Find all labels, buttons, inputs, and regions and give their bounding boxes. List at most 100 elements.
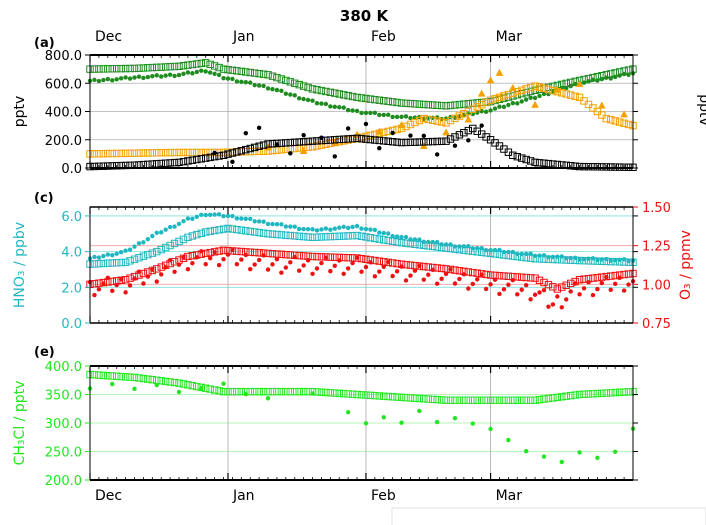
marker-dot: [199, 212, 204, 218]
marker-open-square: [371, 136, 379, 144]
marker-open-square: [544, 394, 553, 403]
marker-open-square: [237, 247, 246, 256]
marker-dot: [141, 75, 146, 81]
marker-open-square: [584, 163, 593, 171]
marker-dot: [532, 292, 538, 297]
y-axis-label-left: HNO₃ / ppbv: [12, 222, 28, 308]
marker-open-square: [282, 231, 290, 239]
marker-open-square: [620, 119, 628, 127]
series-red-filled-dot: [87, 247, 636, 310]
marker-dot: [194, 255, 200, 260]
marker-open-square: [130, 64, 139, 73]
marker-open-square: [188, 148, 197, 157]
bottom-month-label-feb: Feb: [371, 488, 396, 504]
marker-dot: [399, 264, 404, 269]
marker-open-square: [575, 162, 584, 171]
marker-dot: [207, 256, 213, 261]
marker-open-square: [135, 374, 143, 382]
series-orange-open-square: [86, 82, 637, 158]
marker-dot: [448, 267, 453, 272]
marker-open-square: [433, 117, 441, 125]
marker-open-square: [126, 257, 134, 265]
marker-dot: [470, 246, 475, 251]
marker-dot: [301, 226, 306, 232]
marker-open-square: [184, 381, 192, 389]
marker-open-square: [224, 150, 232, 158]
marker-open-square: [406, 394, 415, 402]
marker-open-square: [477, 270, 486, 278]
series-black-open-square: [86, 124, 637, 171]
marker-open-square: [424, 101, 432, 109]
marker-dot: [337, 225, 342, 230]
marker-dot: [550, 254, 556, 260]
marker-dot: [621, 71, 627, 77]
marker-dot: [386, 231, 391, 236]
marker-open-square: [526, 87, 535, 96]
marker-dot: [199, 68, 204, 73]
series-cyan-filled-dot: [87, 212, 636, 264]
marker-open-square: [202, 148, 210, 157]
marker-triangle: [299, 147, 308, 155]
marker-dot: [443, 242, 449, 247]
marker-open-square: [477, 98, 486, 107]
marker-open-square: [339, 253, 348, 262]
marker-dot: [586, 280, 591, 285]
marker-open-square: [420, 100, 428, 109]
marker-open-square: [371, 95, 379, 104]
marker-dot: [515, 251, 520, 257]
marker-open-square: [397, 99, 406, 107]
marker-dot: [626, 258, 631, 264]
marker-open-square: [397, 238, 406, 247]
marker-dot: [568, 255, 573, 261]
marker-dot: [523, 97, 529, 102]
marker-open-square: [104, 259, 112, 267]
marker-open-square: [500, 92, 508, 100]
marker-dot: [167, 72, 173, 77]
marker-open-square: [148, 63, 157, 72]
marker-open-square: [148, 149, 157, 157]
marker-open-square: [135, 149, 143, 157]
marker-dot: [568, 83, 573, 89]
marker-dot: [599, 257, 605, 262]
marker-open-square: [326, 389, 335, 397]
marker-open-square: [598, 163, 606, 171]
marker-open-square: [90, 150, 99, 158]
marker-open-square: [144, 149, 152, 157]
marker-dot: [150, 233, 155, 239]
marker-open-square: [317, 233, 326, 241]
marker-open-square: [99, 371, 108, 380]
marker-dot: [185, 70, 191, 75]
marker-dot: [337, 105, 342, 110]
marker-open-square: [357, 391, 366, 399]
marker-dot: [604, 256, 609, 262]
marker-open-square: [518, 273, 526, 281]
marker-open-square: [326, 232, 335, 241]
marker-dot: [377, 269, 382, 274]
marker-open-square: [362, 233, 370, 241]
marker-open-square: [126, 373, 134, 381]
marker-open-square: [362, 391, 370, 399]
marker-dot: [136, 269, 142, 274]
marker-dot: [368, 260, 373, 265]
marker-open-square: [193, 155, 201, 164]
marker-dot: [394, 114, 400, 120]
marker-open-square: [424, 395, 432, 403]
marker-dot: [225, 76, 231, 81]
marker-open-square: [228, 66, 237, 74]
y-tick-label: 400.0: [45, 360, 82, 375]
marker-open-square: [611, 117, 619, 125]
marker-open-square: [148, 249, 157, 257]
marker-dot: [252, 262, 257, 267]
marker-dot: [110, 381, 115, 387]
marker-dot: [537, 290, 542, 295]
marker-dot: [475, 246, 480, 251]
marker-open-square: [255, 228, 263, 237]
marker-open-square: [144, 250, 152, 259]
marker-dot: [381, 112, 386, 118]
marker-dot: [181, 71, 186, 76]
marker-open-square: [535, 395, 544, 404]
marker-dot: [176, 262, 182, 267]
marker-open-square: [157, 245, 165, 254]
marker-dot: [541, 454, 547, 459]
